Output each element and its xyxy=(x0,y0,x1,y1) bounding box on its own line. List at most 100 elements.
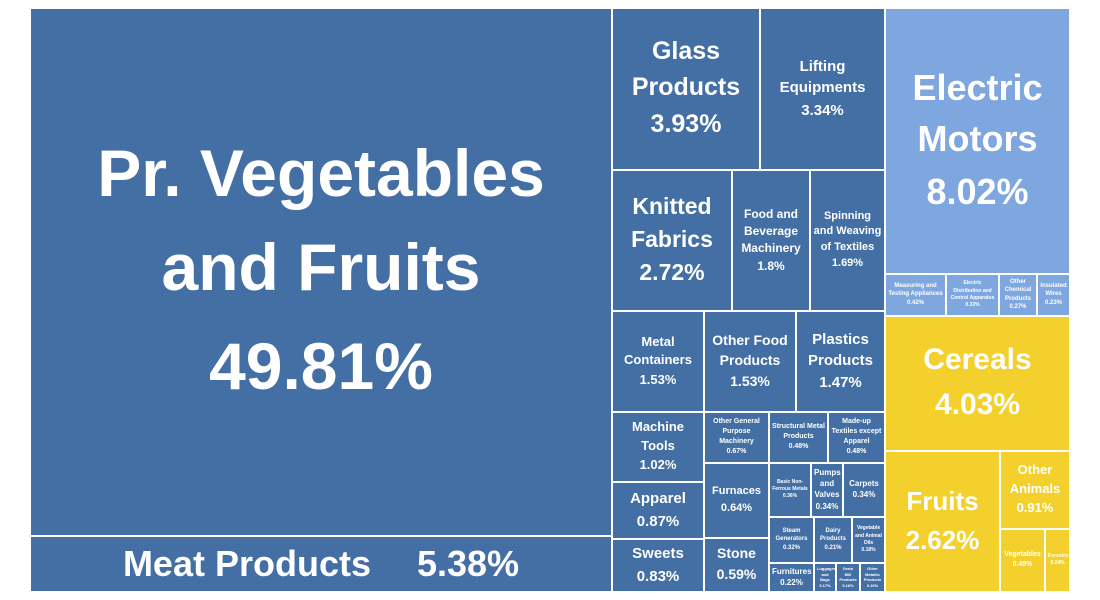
treemap-tile-basic-non-ferrous-metals: Basic Non-Ferrous Metals 0.36% xyxy=(769,463,811,517)
tile-value: 0.34% xyxy=(852,490,876,500)
treemap-tile-apparel: Apparel 0.87% xyxy=(612,482,704,539)
treemap-tile-other-animals: Other Animals 0.91% xyxy=(1000,451,1070,529)
tile-label: Glass Products xyxy=(631,37,741,101)
treemap-tile-carpets: Carpets 0.34% xyxy=(843,463,885,517)
tile-label: Luggages and Bags xyxy=(817,565,836,583)
treemap-tile-insulated-wires: Insulated Wires 0.23% xyxy=(1037,274,1070,316)
tile-value: 0.24% xyxy=(1050,560,1065,567)
tile-label: Other Food Products xyxy=(712,331,788,368)
treemap-tile-grain-mill-products: Grain Mill Products 0.16% xyxy=(836,563,860,592)
tile-value: 0.16% xyxy=(866,582,879,588)
tile-label: Metal Containers xyxy=(624,333,692,368)
treemap-tile-fruits: Fruits 2.62% xyxy=(885,451,1000,592)
tile-label: Vegetables xyxy=(1004,551,1041,559)
treemap-tile-meat-products: Meat Products 5.38% xyxy=(30,536,612,592)
tile-label: Electric Motors xyxy=(912,66,1043,160)
tile-label: Measuring and Testing Appliances xyxy=(888,282,943,298)
tile-value: 2.62% xyxy=(905,524,980,555)
treemap-tile-knitted-fabrics: Knitted Fabrics 2.72% xyxy=(612,170,732,311)
treemap-tile-forestry: Forestry 0.24% xyxy=(1045,529,1070,592)
tile-label: Grain Mill Products xyxy=(839,565,857,583)
tile-label: Machine Tools xyxy=(631,419,684,453)
tile-label: Furnitures xyxy=(772,566,812,576)
tile-value: 0.48% xyxy=(788,443,809,451)
tile-label: Electric Distribution and Control Appara… xyxy=(950,280,995,301)
tile-value: 2.72% xyxy=(639,259,705,286)
treemap-tile-sweets: Sweets 0.83% xyxy=(612,539,704,592)
tile-label: Pr. Vegetables and Fruits xyxy=(97,136,545,304)
tile-value: 4.03% xyxy=(934,387,1021,421)
treemap-tile-metal-containers: Metal Containers 1.53% xyxy=(612,311,704,412)
tile-label: Other Chemical Products xyxy=(1004,278,1032,302)
tile-value: 0.83% xyxy=(636,567,680,585)
treemap-tile-pumps-and-valves: Pumps and Valves 0.34% xyxy=(811,463,843,517)
tile-label: Food and Beverage Machinery xyxy=(741,206,801,255)
treemap-tile-other-metallic-products: Other Metallic Products 0.16% xyxy=(860,563,885,592)
tile-label: Other General Purpose Machinery xyxy=(713,418,760,446)
tile-label: Sweets xyxy=(632,545,684,563)
treemap-tile-other-food-products: Other Food Products 1.53% xyxy=(704,311,796,412)
tile-value: 0.16% xyxy=(842,582,854,588)
tile-label: Lifting Equipments xyxy=(779,58,866,97)
tile-label: Knitted Fabrics xyxy=(631,193,713,252)
treemap-tile-food-and-beverage-machinery: Food and Beverage Machinery 1.8% xyxy=(732,170,810,311)
treemap-tile-made-up-textiles-except-apparel: Made-up Textiles except Apparel 0.48% xyxy=(828,412,885,463)
tile-value: 0.64% xyxy=(720,501,753,514)
treemap-tile-other-general-purpose-machinery: Other General Purpose Machinery 0.67% xyxy=(704,412,769,463)
treemap-tile-structural-metal-products: Structural Metal Products 0.48% xyxy=(769,412,828,463)
tile-value: 1.47% xyxy=(819,374,862,392)
tile-label: Stone xyxy=(717,545,756,562)
tile-value: 8.02% xyxy=(926,171,1029,213)
treemap-tile-measuring-and-testing-appliances: Measuring and Testing Appliances 0.42% xyxy=(885,274,946,316)
tile-value: 0.59% xyxy=(716,566,757,583)
tile-label: Basic Non-Ferrous Metals xyxy=(772,479,808,493)
treemap-tile-vegetables: Vegetables 0.49% xyxy=(1000,529,1045,592)
tile-value: 0.87% xyxy=(636,512,680,530)
tile-value: 1.53% xyxy=(730,372,770,389)
treemap-tile-luggages-and-bags: Luggages and Bags 0.17% xyxy=(814,563,836,592)
treemap-tile-plastics-products: Plastics Products 1.47% xyxy=(796,311,885,412)
tile-value: 0.48% xyxy=(846,447,867,455)
tile-label: Pumps and Valves xyxy=(814,467,841,500)
tile-value: 49.81% xyxy=(209,328,433,403)
treemap-tile-steam-generators: Steam Generators 0.32% xyxy=(769,517,814,563)
treemap-tile-pr-vegetables-and-fruits: Pr. Vegetables and Fruits 49.81% xyxy=(30,8,612,536)
tile-value: 0.49% xyxy=(1012,561,1033,569)
tile-label: Apparel xyxy=(630,490,686,508)
tile-value: 0.91% xyxy=(1016,500,1054,516)
tile-value: 0.36% xyxy=(782,493,798,500)
tile-label: Forestry xyxy=(1048,553,1069,560)
tile-value: 0.32% xyxy=(782,544,800,551)
treemap-tile-dairy-products: Dairy Products 0.21% xyxy=(814,517,852,563)
treemap-tile-electric-distribution-and-control-apparatus: Electric Distribution and Control Appara… xyxy=(946,274,999,316)
tile-value: 0.42% xyxy=(906,299,924,306)
tile-label: Plastics Products xyxy=(807,330,873,369)
tile-label: Carpets xyxy=(849,479,879,489)
tile-label: Furnaces xyxy=(712,485,761,498)
tile-value: 0.17% xyxy=(819,582,831,588)
tile-label: Made-up Textiles except Apparel xyxy=(831,418,882,446)
treemap-tile-cereals: Cereals 4.03% xyxy=(885,316,1070,451)
tile-value: 3.93% xyxy=(650,110,722,139)
treemap-tile-electric-motors: Electric Motors 8.02% xyxy=(885,8,1070,274)
tile-value: 1.8% xyxy=(757,258,785,273)
treemap-tile-furnitures: Furnitures 0.22% xyxy=(769,563,814,592)
treemap-tile-vegetable-and-animal-oils: Vegetable and Animal Oils 0.18% xyxy=(852,517,885,563)
tile-value: 0.23% xyxy=(1044,299,1062,306)
tile-value: 0.34% xyxy=(815,501,839,511)
tile-value: 0.33% xyxy=(965,301,980,308)
tile-label: Insulated Wires xyxy=(1040,282,1067,298)
treemap-tile-furnaces: Furnaces 0.64% xyxy=(704,463,769,538)
tile-label: Other Animals xyxy=(1009,462,1061,496)
tile-value: 0.67% xyxy=(726,447,747,455)
tile-label: Cereals xyxy=(923,342,1032,376)
tile-value: 3.34% xyxy=(801,101,844,119)
tile-label: Structural Metal Products xyxy=(772,423,825,441)
tile-value: 0.18% xyxy=(861,546,876,553)
tile-value: 5.38% xyxy=(416,543,520,585)
tile-label: Steam Generators xyxy=(775,527,808,543)
treemap-tile-machine-tools: Machine Tools 1.02% xyxy=(612,412,704,482)
treemap-tile-stone: Stone 0.59% xyxy=(704,538,769,592)
tile-label: Spinning and Weaving of Textiles xyxy=(813,209,882,253)
